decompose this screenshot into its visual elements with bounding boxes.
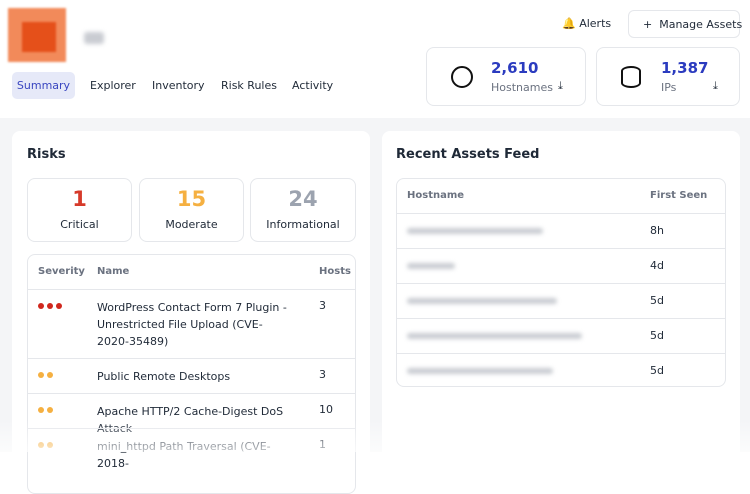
globe-icon <box>451 66 473 88</box>
count-label: Critical <box>60 218 99 231</box>
first-seen: 5d <box>650 329 664 342</box>
stat-card: 2,610 Hostnames ⤓ <box>426 47 586 106</box>
count-value: 15 <box>176 187 207 211</box>
count-label: Informational <box>266 218 340 231</box>
feed-card: Recent Assets Feed Hostname First Seen 8h 4… <box>382 131 740 471</box>
tab[interactable]: Activity <box>292 79 334 92</box>
risk-hosts: 10 <box>319 403 333 416</box>
severity-count: 24 Informational <box>250 178 356 242</box>
logo <box>8 8 66 62</box>
alerts-button[interactable]: 🔔 Alerts <box>562 17 612 30</box>
severity-dot <box>47 303 53 309</box>
manage-assets-button[interactable]: + Manage Assets <box>628 10 743 38</box>
column-header: Name <box>97 266 130 277</box>
feed-table: Hostname First Seen 8h 4d 5d 5d 5d <box>396 178 726 387</box>
page: 🔔 Alerts + Manage Assets 2,610 Hostnames… <box>0 8 750 494</box>
download-icon[interactable]: ⤓ <box>558 79 563 92</box>
stat-label: IPs <box>661 81 677 94</box>
feed-row[interactable]: 4d <box>397 248 725 283</box>
stat-value: 2,610 <box>491 59 539 77</box>
risk-name: WordPress Contact Form 7 Plugin - Unrest… <box>97 301 287 348</box>
risks-card: Risks Severity Name Hosts WordPress Contact… <box>12 131 370 494</box>
severity-dot <box>38 303 44 309</box>
severity-dot <box>47 407 53 413</box>
risks-table: Severity Name Hosts WordPress Contact Form … <box>27 254 356 494</box>
feed-row[interactable]: 5d <box>397 318 725 353</box>
manage-assets-label: Manage Assets <box>659 18 743 31</box>
hostname-blurred <box>407 298 557 304</box>
hostname-blurred <box>407 228 543 234</box>
alerts-label: Alerts <box>579 17 612 30</box>
feed-row[interactable]: 8h <box>397 213 725 248</box>
first-seen: 5d <box>650 294 664 307</box>
stat-label: Hostnames <box>491 81 553 94</box>
stat-value: 1,387 <box>661 59 709 77</box>
tab[interactable]: Explorer <box>90 79 136 92</box>
hostname-blurred <box>407 368 553 374</box>
column-header: Hosts <box>319 266 351 277</box>
count-value: 24 <box>288 187 318 211</box>
count-label: Moderate <box>165 218 218 231</box>
severity-dot <box>38 407 44 413</box>
risk-name: Public Remote Desktops <box>97 370 231 383</box>
download-icon[interactable]: ⤓ <box>713 79 718 92</box>
risk-hosts: 3 <box>319 299 326 312</box>
tab[interactable]: Risk Rules <box>221 79 277 92</box>
first-seen: 4d <box>650 259 664 272</box>
fade <box>0 420 750 452</box>
severity-count: 1 Critical <box>27 178 132 242</box>
org-name <box>84 32 104 44</box>
feed-row[interactable]: 5d <box>397 353 725 388</box>
feed-row[interactable]: 5d <box>397 283 725 318</box>
column-header: Severity <box>38 266 85 277</box>
first-seen: 5d <box>650 364 664 377</box>
first-seen: 8h <box>650 224 664 237</box>
tab[interactable]: Summary <box>12 72 75 99</box>
risk-hosts: 3 <box>319 368 326 381</box>
count-value: 1 <box>72 187 87 211</box>
database-icon <box>621 66 641 88</box>
severity-dot <box>47 372 53 378</box>
severity-count: 15 Moderate <box>139 178 244 242</box>
severity-dot <box>56 303 62 309</box>
tab[interactable]: Inventory <box>152 79 205 92</box>
risk-row[interactable]: Public Remote Desktops 3 <box>28 358 355 393</box>
card-title: Recent Assets Feed <box>396 147 540 162</box>
column-header: First Seen <box>650 190 708 201</box>
hostname-blurred <box>407 333 582 339</box>
severity-dot <box>38 372 44 378</box>
column-header: Hostname <box>407 190 465 201</box>
stat-card: 1,387 IPs ⤓ <box>596 47 740 106</box>
risk-row[interactable]: WordPress Contact Form 7 Plugin - Unrest… <box>28 289 355 358</box>
card-title: Risks <box>27 147 66 162</box>
hostname-blurred <box>407 263 455 269</box>
